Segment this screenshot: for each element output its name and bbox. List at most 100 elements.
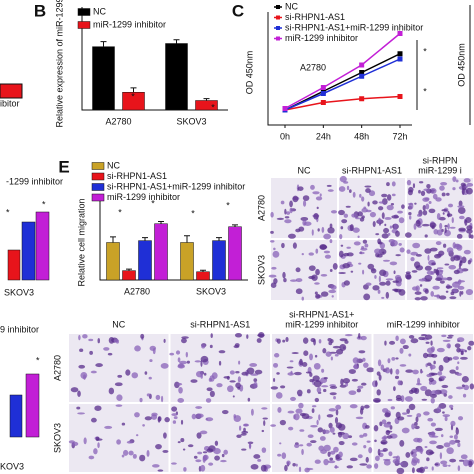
cell [349,404,358,409]
cell [406,408,411,414]
error-bar [126,268,132,271]
y-axis-label: Relative expression of miR-1299 [54,0,64,128]
cell [460,350,464,356]
cell [214,440,219,446]
cell [241,430,249,434]
cell [469,383,474,390]
cell [83,374,86,380]
cell [467,346,472,351]
cell [333,395,336,400]
cell [374,439,377,443]
micrograph [170,404,270,472]
cell [332,432,336,435]
cell [397,210,403,214]
cell [256,338,262,343]
cell [460,454,468,460]
cell [446,343,451,349]
cell [434,427,443,432]
cell [323,388,327,393]
cell [93,448,98,455]
cell [435,268,439,275]
cell [70,387,79,393]
significance: * [118,207,122,217]
cell [420,370,424,374]
cell [162,450,169,453]
cell [125,369,131,376]
cell [380,439,388,445]
cell [428,377,434,382]
cell [381,233,389,239]
cell [200,355,209,363]
column-label: miR-1299 i [418,165,462,175]
cell [363,362,369,368]
cell [449,435,454,438]
cell [298,402,304,409]
cell [308,252,314,256]
cell [286,366,294,369]
cell [254,369,263,375]
cell [134,345,141,352]
cell [436,444,444,449]
cell [311,229,314,236]
cell [428,200,432,204]
cell [282,339,286,343]
cell [302,195,310,201]
cell [315,196,323,201]
cell [417,213,422,217]
cell [418,189,421,194]
cell [116,439,121,445]
cell [436,267,444,270]
cell [246,334,249,339]
x-tick-label: A2780 [105,116,131,126]
cell [351,378,358,382]
cell [439,452,443,460]
cell [462,459,470,467]
cell [312,191,320,195]
bar [106,242,120,281]
cell [389,340,396,345]
cell [314,282,320,285]
cell [416,383,422,386]
cell [121,454,125,458]
legend-marker [276,36,280,41]
cell [467,259,471,265]
cell [177,357,181,363]
cell [414,202,417,205]
cell [450,407,454,410]
cell [437,406,441,413]
cell [299,444,304,447]
cell [372,200,378,205]
cell [389,368,393,375]
cell [348,390,357,396]
cell [270,211,274,218]
cell [394,274,402,281]
cell [306,442,312,447]
significance: * [226,200,230,210]
cell [432,193,438,200]
cell [275,392,283,399]
cell [272,250,280,258]
cell [431,466,434,471]
cell [287,410,295,414]
cell [358,350,366,354]
cell [452,242,456,249]
cell [341,219,348,224]
legend-swatch [91,172,105,181]
cell [131,372,139,379]
cell [361,196,365,202]
cell [401,204,405,209]
cell [295,463,298,467]
cell [270,386,279,390]
cell [323,429,330,434]
cell [320,273,328,277]
cell [446,447,454,455]
cell [468,340,474,346]
cell [195,459,202,463]
error-bar [110,236,116,243]
cell [458,262,462,269]
bar [228,226,242,281]
cell [361,215,365,219]
legend-label: NC [285,1,298,11]
cropped-bar [25,373,40,438]
cell [395,230,400,237]
